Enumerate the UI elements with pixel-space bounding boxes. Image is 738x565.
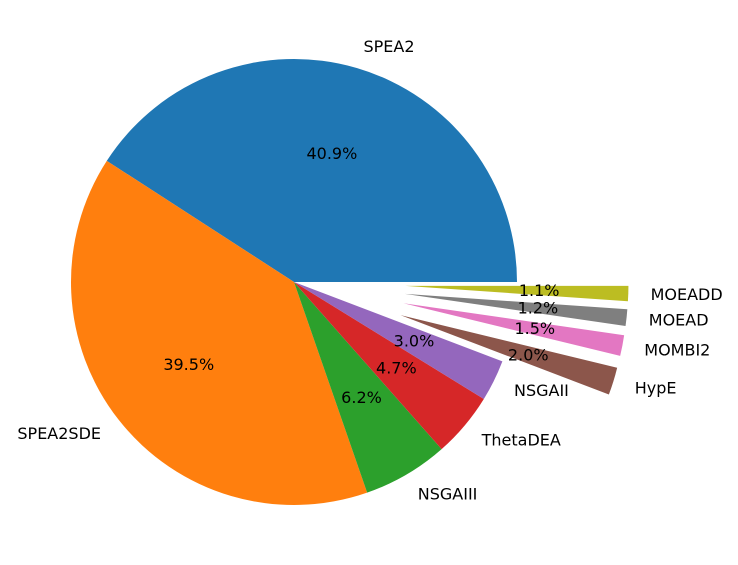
slice-label-nsgaiii: NSGAIII xyxy=(418,484,478,503)
slice-hype xyxy=(400,315,618,395)
pie-labels: SPEA2 40.9% SPEA2SDE 39.5% NSGAIII 6.2% ThetaD… xyxy=(17,37,722,503)
slice-moead xyxy=(404,293,628,326)
slice-percent-thetadea: 4.7% xyxy=(376,359,417,378)
slice-label-moeadd: MOEADD xyxy=(651,285,723,304)
slice-thetadea xyxy=(294,282,484,450)
slice-mombi2 xyxy=(403,303,625,356)
slice-label-spea2: SPEA2 xyxy=(363,37,414,56)
slice-label-thetadea: ThetaDEA xyxy=(481,431,561,450)
slice-label-moead: MOEAD xyxy=(649,311,709,330)
slice-spea2sde xyxy=(71,160,368,505)
slice-percent-mombi2: 1.5% xyxy=(514,319,555,338)
pie-slices xyxy=(71,58,629,505)
slice-label-hype: HypE xyxy=(635,378,677,397)
slice-percent-hype: 2.0% xyxy=(508,345,549,364)
slice-moeadd xyxy=(405,285,629,302)
slice-label-mombi2: MOMBI2 xyxy=(644,340,710,359)
slice-label-nsgaii: NSGAII xyxy=(514,381,569,400)
slice-percent-moead: 1.2% xyxy=(518,299,559,318)
slice-percent-nsgaiii: 6.2% xyxy=(341,388,382,407)
slice-label-spea2sde: SPEA2SDE xyxy=(17,424,101,443)
slice-percent-spea2sde: 39.5% xyxy=(163,355,214,374)
slice-nsgaiii xyxy=(294,282,442,493)
slice-nsgaii xyxy=(294,282,503,400)
slice-percent-nsgaii: 3.0% xyxy=(394,332,435,351)
slice-spea2 xyxy=(106,58,517,282)
slice-percent-moeadd: 1.1% xyxy=(519,281,560,300)
slice-percent-spea2: 40.9% xyxy=(306,144,357,163)
